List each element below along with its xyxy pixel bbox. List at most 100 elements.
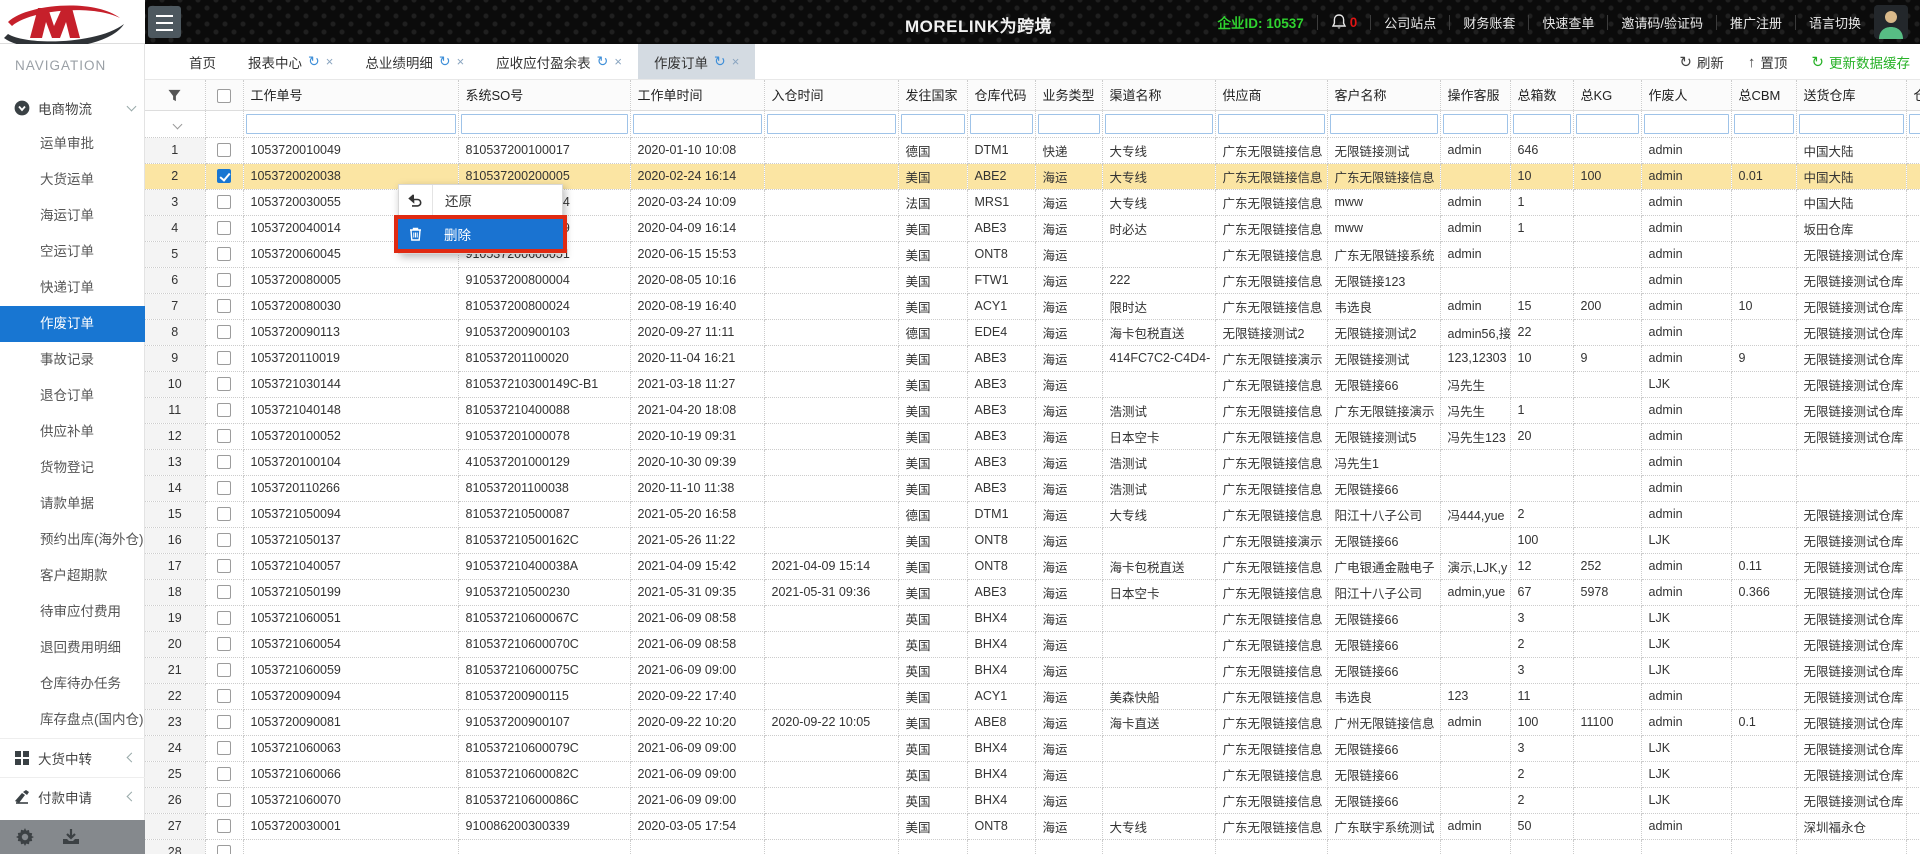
table-row-19[interactable]: 191053721060051810537210600067C2021-06-0… — [145, 605, 1920, 631]
column-header-2[interactable]: 工作单时间 — [630, 80, 764, 110]
tab-1[interactable]: 报表中心↻× — [232, 44, 349, 79]
table-row-23[interactable]: 2310537200900819105372009001072020-09-22… — [145, 709, 1920, 735]
filter-input-0[interactable] — [246, 114, 456, 134]
table-row-28[interactable]: 28 — [145, 839, 1920, 854]
table-row-15[interactable]: 1510537210500948105372105000872021-05-20… — [145, 501, 1920, 527]
row-checkbox[interactable] — [217, 481, 231, 495]
table-row-25[interactable]: 251053721060066810537210600082C2021-06-0… — [145, 761, 1920, 787]
filter-input-3[interactable] — [767, 114, 896, 134]
sidebar-item-3[interactable]: 空运订单 — [0, 234, 145, 270]
sidebar-item-0[interactable]: 运单审批 — [0, 126, 145, 162]
table-row-27[interactable]: 2710537200300019100862003003392020-03-05… — [145, 813, 1920, 839]
sidebar-group-ecommerce-logistics[interactable]: 电商物流 — [0, 90, 145, 126]
row-checkbox[interactable] — [217, 507, 231, 521]
row-checkbox[interactable] — [217, 611, 231, 625]
column-header-3[interactable]: 入仓时间 — [764, 80, 898, 110]
table-row-10[interactable]: 101053721030144810537210300149C-B12021-0… — [145, 371, 1920, 397]
filter-input-1[interactable] — [461, 114, 628, 134]
column-header-15[interactable]: 送货仓库 — [1796, 80, 1906, 110]
row-checkbox[interactable] — [217, 273, 231, 287]
column-header-1[interactable]: 系统SO号 — [458, 80, 630, 110]
sidebar-item-14[interactable]: 退回费用明细 — [0, 630, 145, 666]
sidebar-item-6[interactable]: 事故记录 — [0, 342, 145, 378]
column-header-16[interactable]: 仓 — [1906, 80, 1920, 110]
sidebar-item-11[interactable]: 预约出库(海外仓) — [0, 522, 145, 558]
table-row-1[interactable]: 110537200100498105372001000172020-01-10 … — [145, 137, 1920, 163]
row-checkbox[interactable] — [217, 351, 231, 365]
table-row-12[interactable]: 1210537201000529105372010000782020-10-19… — [145, 423, 1920, 449]
filter-input-8[interactable] — [1218, 114, 1325, 134]
sidebar-group-payment-request[interactable]: 付款申请 — [0, 778, 145, 816]
row-checkbox[interactable] — [217, 715, 231, 729]
tab-4[interactable]: 作废订单↻× — [638, 44, 755, 79]
context-menu-delete[interactable]: 删除 — [398, 219, 563, 249]
row-checkbox[interactable] — [217, 741, 231, 755]
filter-input-13[interactable] — [1644, 114, 1729, 134]
tab-0[interactable]: 首页 — [173, 44, 232, 79]
header-link-2[interactable]: 快速查单 — [1542, 13, 1594, 32]
table-row-8[interactable]: 810537200901139105372009001032020-09-27 … — [145, 319, 1920, 345]
download-icon[interactable] — [62, 828, 80, 846]
row-checkbox[interactable] — [217, 845, 231, 854]
refresh-button[interactable]: ↻刷新 — [1679, 52, 1724, 72]
tab-close-icon[interactable]: × — [457, 54, 465, 69]
sidebar-item-5[interactable]: 作废订单 — [0, 306, 145, 342]
column-header-4[interactable]: 发往国家 — [898, 80, 967, 110]
row-checkbox[interactable] — [217, 637, 231, 651]
table-row-14[interactable]: 1410537201102668105372011000382020-11-10… — [145, 475, 1920, 501]
table-row-16[interactable]: 161053721050137810537210500162C2021-05-2… — [145, 527, 1920, 553]
row-checkbox[interactable] — [217, 299, 231, 313]
bell-icon[interactable] — [1331, 14, 1347, 31]
tab-refresh-icon[interactable]: ↻ — [439, 53, 451, 70]
table-row-24[interactable]: 241053721060063810537210600079C2021-06-0… — [145, 735, 1920, 761]
update-cache-button[interactable]: ↻更新数据缓存 — [1811, 52, 1910, 72]
sidebar-item-13[interactable]: 待审应付费用 — [0, 594, 145, 630]
tab-refresh-icon[interactable]: ↻ — [714, 53, 726, 70]
header-link-5[interactable]: 语言切换 — [1809, 13, 1861, 32]
column-header-0[interactable]: 工作单号 — [243, 80, 458, 110]
context-menu-restore[interactable]: 还原 — [399, 185, 562, 215]
filter-input-11[interactable] — [1513, 114, 1571, 134]
header-link-4[interactable]: 推广注册 — [1730, 13, 1782, 32]
filter-input-16[interactable] — [1909, 114, 1920, 134]
column-header-11[interactable]: 总箱数 — [1510, 80, 1573, 110]
row-checkbox[interactable] — [217, 377, 231, 391]
header-link-0[interactable]: 公司站点 — [1384, 13, 1436, 32]
filter-input-4[interactable] — [901, 114, 965, 134]
header-link-1[interactable]: 财务账套 — [1463, 13, 1515, 32]
column-header-9[interactable]: 客户名称 — [1327, 80, 1440, 110]
row-checkbox[interactable] — [217, 169, 231, 183]
sidebar-item-15[interactable]: 仓库待办任务 — [0, 666, 145, 702]
filter-input-5[interactable] — [970, 114, 1033, 134]
column-header-7[interactable]: 渠道名称 — [1102, 80, 1215, 110]
sidebar-group-bulk-transfer[interactable]: 大货中转 — [0, 739, 145, 777]
column-header-5[interactable]: 仓库代码 — [967, 80, 1035, 110]
collapse-chevron-icon[interactable] — [173, 119, 183, 129]
table-row-20[interactable]: 201053721060054810537210600070C2021-06-0… — [145, 631, 1920, 657]
row-checkbox[interactable] — [217, 455, 231, 469]
logo[interactable] — [0, 0, 145, 44]
tab-refresh-icon[interactable]: ↻ — [597, 53, 609, 70]
row-checkbox[interactable] — [217, 793, 231, 807]
column-header-12[interactable]: 总KG — [1573, 80, 1641, 110]
sidebar-item-10[interactable]: 请款单据 — [0, 486, 145, 522]
tab-close-icon[interactable]: × — [614, 54, 622, 69]
tab-close-icon[interactable]: × — [326, 54, 334, 69]
filter-input-14[interactable] — [1734, 114, 1794, 134]
gear-icon[interactable] — [16, 828, 34, 846]
sidebar-item-1[interactable]: 大货运单 — [0, 162, 145, 198]
header-link-3[interactable]: 邀请码/验证码 — [1621, 13, 1703, 32]
filter-funnel-header[interactable] — [145, 80, 205, 110]
column-header-13[interactable]: 作废人 — [1641, 80, 1731, 110]
pin-top-button[interactable]: ↑置顶 — [1748, 52, 1788, 72]
row-checkbox[interactable] — [217, 663, 231, 677]
table-row-13[interactable]: 1310537201001044105372010001292020-10-30… — [145, 449, 1920, 475]
table-row-7[interactable]: 710537200800308105372008000242020-08-19 … — [145, 293, 1920, 319]
table-row-26[interactable]: 261053721060070810537210600086C2021-06-0… — [145, 787, 1920, 813]
tab-2[interactable]: 总业绩明细↻× — [349, 44, 480, 79]
filter-input-10[interactable] — [1443, 114, 1508, 134]
sidebar-item-8[interactable]: 供应补单 — [0, 414, 145, 450]
filter-input-7[interactable] — [1105, 114, 1213, 134]
sidebar-item-4[interactable]: 快递订单 — [0, 270, 145, 306]
table-row-11[interactable]: 1110537210401488105372104000882021-04-20… — [145, 397, 1920, 423]
